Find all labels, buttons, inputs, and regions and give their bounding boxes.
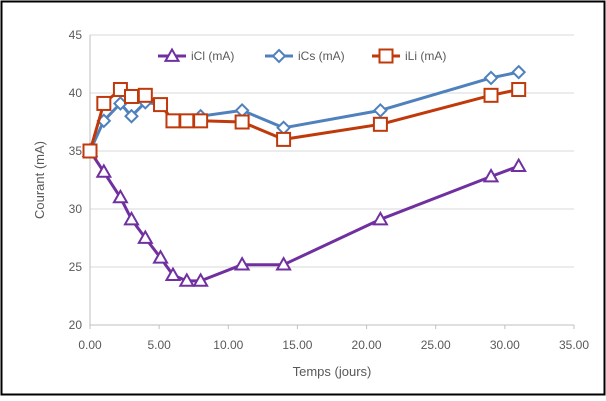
data-point [510,157,527,172]
legend-marker [378,48,394,64]
data-point [372,210,389,226]
data-point [372,116,388,132]
x-tick-label: 0.00 [78,338,102,352]
data-point [193,113,209,129]
y-tick-label: 35 [69,144,83,158]
data-point [123,88,139,104]
data-point [233,256,251,271]
data-point [511,82,527,98]
data-point [137,87,153,103]
legend: iCl (mA) iCs (mA) iLi (mA) [158,47,446,64]
data-point [123,210,140,226]
data-point [179,113,195,129]
legend-label: iCl (mA) [191,49,234,63]
x-tick-label: 10.00 [213,338,243,352]
data-point [153,97,169,113]
x-tick-label: 5.00 [147,338,171,352]
x-tick-labels: 0.00 5.00 10.00 15.00 20.00 25.00 30.00 35.00 [78,338,589,352]
data-point [178,272,196,287]
data-point [164,266,182,281]
data-point [82,143,98,159]
data-point [165,113,181,129]
x-tick-label: 20.00 [352,338,382,352]
series-2 [82,82,527,159]
data-point [483,70,499,86]
data-point [276,131,292,147]
y-tick-label: 45 [69,28,83,42]
data-point [483,87,499,103]
data-point [96,95,112,111]
y-tick-label: 40 [69,86,83,100]
x-tick-label: 35.00 [559,338,589,352]
legend-label: iCs (mA) [298,49,345,63]
series [81,64,527,287]
y-tick-label: 20 [69,318,83,332]
legend-label: iLi (mA) [405,49,446,63]
y-axis-label: Courant (mA) [32,141,47,219]
data-point [95,163,113,178]
data-point [192,272,209,287]
axes [89,35,575,329]
x-tick-label: 25.00 [421,338,451,352]
data-point [124,108,139,124]
data-point [372,102,388,118]
legend-marker [271,48,287,64]
data-point [482,168,500,183]
y-tick-label: 25 [69,260,83,274]
data-point [511,64,527,80]
data-point [112,188,129,204]
x-tick-label: 15.00 [282,338,312,352]
gridlines [90,34,574,268]
y-tick-labels: 20 25 30 35 40 45 [69,28,83,332]
data-point [275,256,292,271]
y-tick-label: 30 [69,202,83,216]
data-point [152,249,169,264]
data-point [234,114,250,130]
legend-marker [163,47,181,62]
x-tick-label: 30.00 [490,338,520,352]
data-point [137,229,154,244]
x-axis-label: Temps (jours) [293,364,372,379]
